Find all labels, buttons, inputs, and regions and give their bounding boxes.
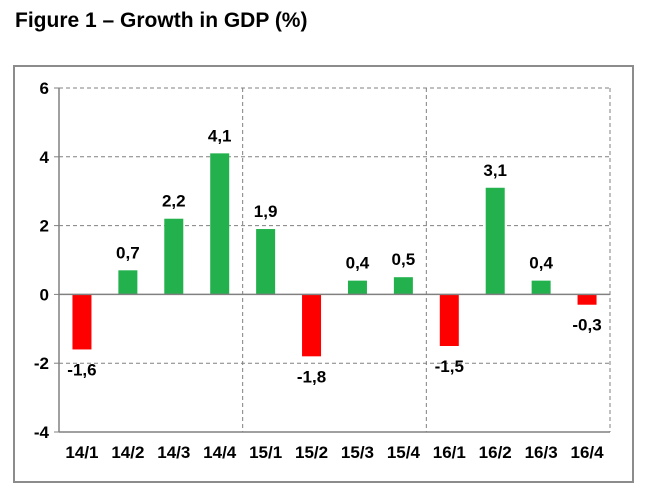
data-label: 3,1: [483, 161, 507, 180]
bar: [531, 280, 551, 295]
x-tick-label: 15/2: [295, 443, 328, 462]
data-label: 2,2: [162, 192, 186, 211]
bar: [164, 218, 184, 295]
bar: [302, 294, 322, 357]
x-tick-label: 15/1: [249, 443, 282, 462]
y-tick-label: -4: [34, 423, 50, 442]
data-label: -0,3: [572, 316, 601, 335]
axes: [54, 87, 610, 433]
data-label: 0,4: [346, 254, 370, 273]
y-tick-label: 2: [40, 217, 49, 236]
data-label: 1,9: [254, 202, 278, 221]
bar: [210, 153, 230, 295]
data-label: 0,4: [529, 254, 553, 273]
bar: [72, 294, 92, 350]
bar: [118, 270, 138, 295]
x-tick-label: 16/4: [570, 443, 604, 462]
x-tick-label: 14/2: [111, 443, 144, 462]
x-tick-label: 15/3: [341, 443, 374, 462]
y-tick-label: 6: [40, 79, 49, 98]
x-tick-label: 16/3: [525, 443, 558, 462]
x-tick-label: 15/4: [387, 443, 421, 462]
bars: [72, 153, 597, 357]
bar: [347, 280, 367, 295]
data-label: -1,5: [435, 357, 464, 376]
bar: [577, 294, 597, 305]
bar: [439, 294, 459, 346]
data-label: 0,5: [392, 250, 416, 269]
bar: [485, 187, 505, 295]
gridlines: [59, 87, 611, 433]
y-tick-label: 0: [40, 285, 49, 304]
x-tick-label: 16/2: [479, 443, 512, 462]
y-tick-label: -2: [34, 354, 49, 373]
labels: -4 -2 0 2 4 6 -1,6 14/1 0,7 14/2 2,2 14/3 4,1 14/4 1,9…: [34, 79, 604, 462]
x-tick-label: 16/1: [433, 443, 466, 462]
bar: [393, 277, 413, 295]
data-label: -1,6: [67, 360, 96, 379]
x-tick-label: 14/4: [203, 443, 237, 462]
chart-frame: [13, 65, 634, 483]
data-label: -1,8: [297, 367, 326, 386]
x-tick-label: 14/3: [157, 443, 190, 462]
x-tick-label: 14/1: [65, 443, 98, 462]
y-tick-label: 4: [40, 148, 50, 167]
bar: [256, 229, 276, 295]
data-label: 4,1: [208, 126, 232, 145]
chart-title: Figure 1 – Growth in GDP (%): [15, 9, 308, 32]
data-label: 0,7: [116, 243, 140, 262]
